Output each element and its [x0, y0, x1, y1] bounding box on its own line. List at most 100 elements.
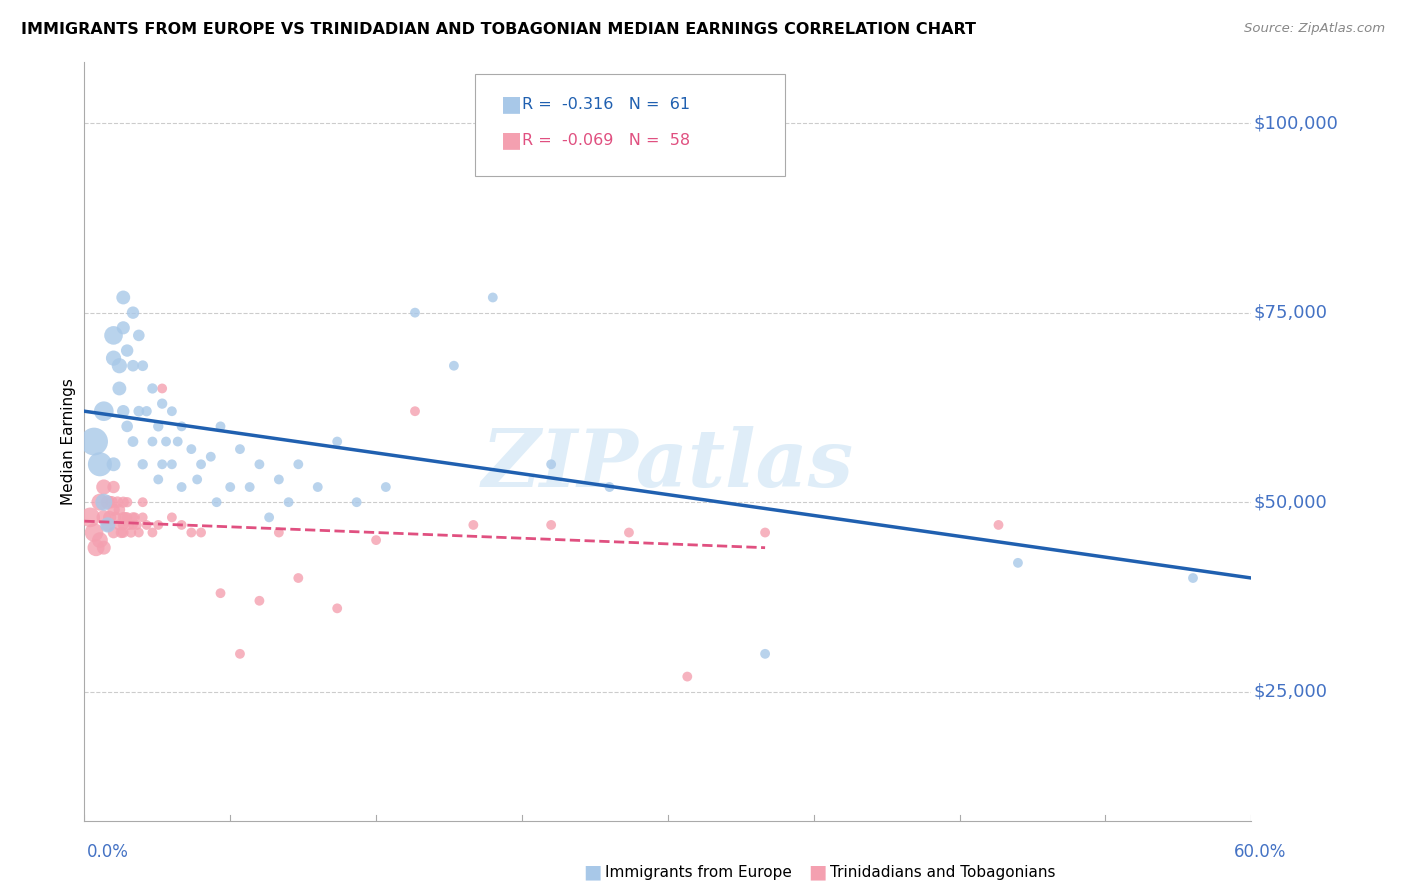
Text: IMMIGRANTS FROM EUROPE VS TRINIDADIAN AND TOBAGONIAN MEDIAN EARNINGS CORRELATION: IMMIGRANTS FROM EUROPE VS TRINIDADIAN AN…: [21, 22, 976, 37]
Point: [150, 382, 173, 396]
Point: [617, 525, 640, 540]
FancyBboxPatch shape: [475, 74, 785, 177]
Point: [93, 541, 115, 555]
Point: [125, 517, 148, 532]
Point: [112, 495, 135, 509]
Y-axis label: Median Earnings: Median Earnings: [60, 378, 76, 505]
Point: [103, 351, 125, 366]
Point: [186, 473, 208, 487]
Point: [84, 541, 107, 555]
Point: [180, 525, 202, 540]
Point: [108, 382, 131, 396]
Text: R =  -0.069   N =  58: R = -0.069 N = 58: [522, 133, 690, 148]
Point: [326, 434, 349, 449]
Point: [219, 480, 242, 494]
Point: [287, 457, 309, 471]
Point: [307, 480, 329, 494]
Point: [122, 434, 145, 449]
Point: [93, 480, 115, 494]
Point: [229, 647, 252, 661]
Point: [170, 480, 193, 494]
Point: [540, 457, 562, 471]
Point: [132, 495, 155, 509]
Point: [148, 473, 170, 487]
Point: [132, 510, 155, 524]
Point: [128, 525, 150, 540]
Point: [160, 457, 183, 471]
Point: [170, 419, 193, 434]
Text: ■: ■: [501, 95, 522, 114]
Point: [366, 533, 388, 547]
Text: 0.0%: 0.0%: [87, 843, 129, 861]
Point: [112, 510, 135, 524]
Point: [443, 359, 465, 373]
Point: [100, 495, 122, 509]
Point: [108, 503, 131, 517]
Point: [190, 457, 212, 471]
Point: [83, 525, 105, 540]
Text: Source: ZipAtlas.com: Source: ZipAtlas.com: [1244, 22, 1385, 36]
Point: [128, 328, 150, 343]
Text: $100,000: $100,000: [1254, 114, 1339, 132]
Point: [132, 359, 155, 373]
Point: [160, 404, 183, 418]
Text: $25,000: $25,000: [1254, 682, 1327, 701]
Point: [103, 525, 125, 540]
Point: [104, 510, 127, 524]
Point: [97, 517, 120, 532]
Point: [118, 517, 141, 532]
Point: [93, 404, 115, 418]
Point: [83, 434, 105, 449]
Point: [97, 495, 120, 509]
Point: [209, 586, 232, 600]
Text: $50,000: $50,000: [1254, 493, 1327, 511]
Point: [112, 517, 135, 532]
Point: [112, 525, 135, 540]
Point: [107, 495, 129, 509]
Point: [124, 510, 146, 524]
Point: [482, 291, 505, 305]
Point: [267, 473, 290, 487]
Point: [122, 305, 145, 319]
Point: [115, 343, 138, 358]
Point: [599, 480, 621, 494]
Point: [108, 517, 131, 532]
Text: 60.0%: 60.0%: [1234, 843, 1286, 861]
Point: [132, 457, 155, 471]
Point: [141, 382, 163, 396]
Point: [112, 320, 135, 334]
Point: [277, 495, 299, 509]
Point: [150, 457, 173, 471]
Point: [122, 510, 145, 524]
Point: [141, 434, 163, 449]
Point: [267, 525, 290, 540]
Text: Immigrants from Europe: Immigrants from Europe: [605, 865, 792, 880]
Point: [249, 594, 271, 608]
Point: [93, 495, 115, 509]
Point: [108, 359, 131, 373]
Point: [103, 480, 125, 494]
Point: [1007, 556, 1029, 570]
Point: [141, 525, 163, 540]
Point: [170, 517, 193, 532]
Point: [987, 517, 1010, 532]
Point: [115, 419, 138, 434]
Point: [463, 517, 485, 532]
Point: [205, 495, 228, 509]
Point: [166, 434, 188, 449]
Point: [1181, 571, 1204, 585]
Point: [103, 328, 125, 343]
Point: [754, 647, 776, 661]
Point: [160, 510, 183, 524]
Point: [93, 510, 115, 524]
Point: [110, 525, 132, 540]
Point: [103, 503, 125, 517]
Text: $75,000: $75,000: [1254, 303, 1327, 322]
Point: [122, 517, 145, 532]
Point: [754, 525, 776, 540]
Point: [114, 510, 136, 524]
Text: ■: ■: [501, 130, 522, 151]
Point: [346, 495, 368, 509]
Point: [239, 480, 262, 494]
Point: [155, 434, 177, 449]
